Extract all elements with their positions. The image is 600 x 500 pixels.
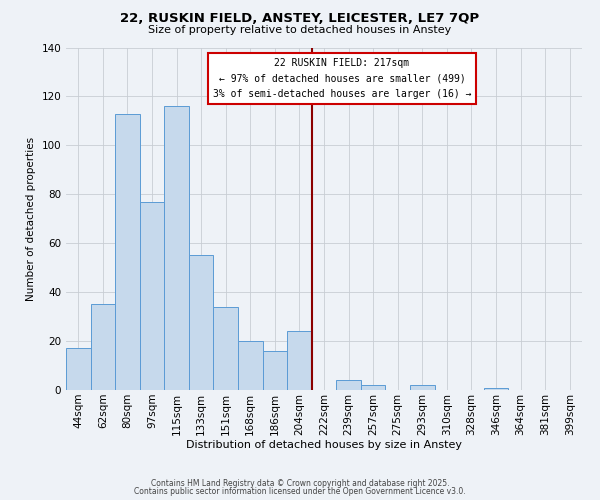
Bar [140, 202, 164, 390]
Bar [287, 332, 312, 390]
Bar [115, 114, 140, 390]
Text: 22, RUSKIN FIELD, ANSTEY, LEICESTER, LE7 7QP: 22, RUSKIN FIELD, ANSTEY, LEICESTER, LE7… [121, 12, 479, 26]
Bar [91, 304, 115, 390]
Text: Contains public sector information licensed under the Open Government Licence v3: Contains public sector information licen… [134, 487, 466, 496]
Bar [336, 380, 361, 390]
Text: Size of property relative to detached houses in Anstey: Size of property relative to detached ho… [148, 25, 452, 35]
Text: Contains HM Land Registry data © Crown copyright and database right 2025.: Contains HM Land Registry data © Crown c… [151, 478, 449, 488]
Bar [214, 307, 238, 390]
Bar [238, 341, 263, 390]
Bar [361, 385, 385, 390]
Bar [410, 385, 434, 390]
Bar [66, 348, 91, 390]
Text: 22 RUSKIN FIELD: 217sqm
← 97% of detached houses are smaller (499)
3% of semi-de: 22 RUSKIN FIELD: 217sqm ← 97% of detache… [213, 58, 472, 99]
Bar [484, 388, 508, 390]
Bar [263, 351, 287, 390]
Bar [189, 256, 214, 390]
Y-axis label: Number of detached properties: Number of detached properties [26, 136, 36, 301]
Bar [164, 106, 189, 390]
X-axis label: Distribution of detached houses by size in Anstey: Distribution of detached houses by size … [186, 440, 462, 450]
